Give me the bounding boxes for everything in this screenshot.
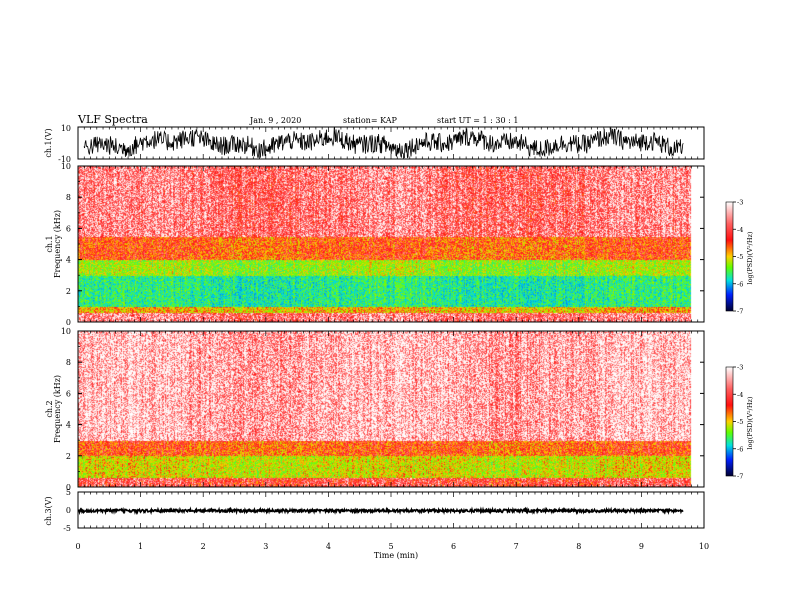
ytick-label: 0 — [66, 483, 71, 492]
xtick-label: 1 — [138, 542, 143, 551]
ch1-colorbar-bar — [725, 201, 734, 312]
xtick-label: 7 — [514, 542, 519, 551]
ch1-spec-ylabel-freq: Frequency (kHz) — [53, 210, 62, 278]
ytick-label: 0 — [66, 318, 71, 327]
ch1-yticks: 0 2 4 6 8 10 — [61, 162, 704, 327]
ch1-ytick-top: 10 — [61, 124, 71, 133]
colorbar-tick-label: -6 — [737, 280, 743, 288]
ch3-ytick-label: -5 — [63, 524, 71, 533]
ch3-waveform-line — [78, 506, 684, 516]
ch3-waveform-panel: 5 0 -5 ch.3(V) — [44, 488, 705, 533]
ch1-spec-ylabel-ch: ch.1 — [45, 235, 54, 252]
xtick-label: 6 — [451, 542, 456, 551]
ch2-yticks: 0 2 4 6 8 10 — [61, 327, 704, 492]
xtick-label: 4 — [326, 542, 331, 551]
colorbar-tick-label: -5 — [737, 418, 743, 426]
xtick-label: 2 — [201, 542, 206, 551]
ch1-spectrogram-panel: 0 2 4 6 8 10 ch.1 Frequency (kHz) — [45, 162, 705, 327]
ch1-colorbar-ticks: -3 -4 -5 -6 -7 — [733, 199, 743, 316]
figure-title: VLF Spectra — [77, 113, 148, 126]
ch1-trace — [83, 127, 684, 159]
ch1-waveform-line — [83, 127, 684, 159]
start-time-label: start UT = 1 : 30 : 1 — [437, 116, 518, 125]
ytick-label: 4 — [66, 421, 71, 430]
ytick-label: 10 — [61, 162, 71, 171]
colorbar-tick-label: -6 — [737, 445, 743, 453]
ch1-waveform-panel: 10 -10 ch.1(V) — [44, 124, 705, 164]
colorbar-tick-label: -3 — [737, 364, 743, 372]
ytick-label: 2 — [66, 452, 71, 461]
xtick-label: 3 — [263, 542, 268, 551]
ch3-yticks: 5 0 -5 — [63, 488, 82, 533]
xtick-label: 9 — [639, 542, 644, 551]
ytick-label: 4 — [66, 256, 71, 265]
ch2-colorbar-ticks: -3 -4 -5 -6 -7 — [733, 364, 743, 481]
colorbar-tick-label: -3 — [737, 199, 743, 207]
ytick-label: 8 — [66, 358, 71, 367]
ch2-colorbar-label: log(PSD)(V²/Hz) — [746, 396, 754, 449]
ytick-label: 8 — [66, 193, 71, 202]
xtick-label: 0 — [75, 542, 80, 551]
ch1-colorbar: -3 -4 -5 -6 -7 log(PSD)(V²/Hz) — [725, 199, 754, 316]
ytick-label: 6 — [66, 389, 71, 398]
x-axis-label: Time (min) — [374, 551, 418, 560]
ytick-label: 2 — [66, 287, 71, 296]
ytick-label: 6 — [66, 224, 71, 233]
ch2-spectrogram-panel: 0 2 4 6 8 10 ch.2 Frequency (kHz) — [45, 327, 705, 492]
ch1-ytick-bottom: -10 — [58, 155, 71, 164]
xtick-label: 8 — [576, 542, 581, 551]
ch2-spectrogram-image — [78, 331, 704, 487]
colorbar-tick-label: -7 — [737, 308, 743, 316]
ch2-spec-ylabel-freq: Frequency (kHz) — [53, 375, 62, 443]
ytick-label: 10 — [61, 327, 71, 336]
ch3-ytick-label: 0 — [66, 506, 71, 515]
ch1-spectrogram-image — [78, 166, 704, 322]
colorbar-tick-label: -5 — [737, 253, 743, 261]
xtick-label: 10 — [699, 542, 709, 551]
ch2-spec-ylabel-ch: ch.2 — [45, 400, 54, 417]
ch1-colorbar-label: log(PSD)(V²/Hz) — [746, 231, 754, 284]
colorbar-tick-label: -4 — [737, 226, 743, 234]
ch3-trace — [78, 506, 684, 516]
colorbar-tick-label: -7 — [737, 473, 743, 481]
ch3-ytick-label: 5 — [66, 488, 71, 497]
date-label: Jan. 9 , 2020 — [249, 116, 301, 125]
time-axis: 0 1 2 3 4 5 6 7 8 9 10 — [75, 127, 709, 551]
xtick-label: 5 — [388, 542, 393, 551]
ch3-ylabel: ch.3(V) — [44, 496, 53, 525]
colorbar-tick-label: -4 — [737, 391, 743, 399]
ch1-ylabel: ch.1(V) — [44, 128, 53, 157]
ch2-colorbar: -3 -4 -5 -6 -7 log(PSD)(V²/Hz) — [725, 364, 754, 481]
ch2-colorbar-bar — [725, 366, 734, 477]
station-label: station= KAP — [343, 116, 398, 125]
